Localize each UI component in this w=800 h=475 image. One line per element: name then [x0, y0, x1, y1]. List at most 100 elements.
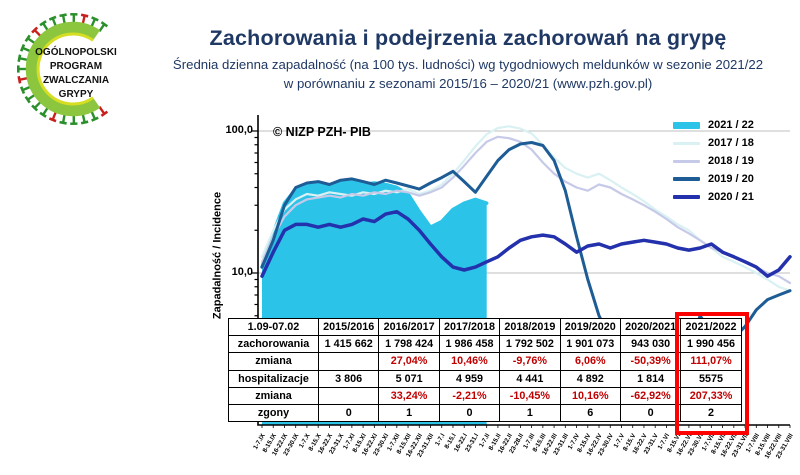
table-row-label: hospitalizacje: [228, 369, 319, 388]
page-title: Zachorowania i podejrzenia zachorowań na…: [209, 26, 727, 50]
virus-spike-icon: [17, 75, 29, 84]
virus-spike-icon: [24, 34, 36, 45]
axes: [257, 115, 790, 426]
crescent-inner-icon: [36, 32, 94, 106]
legend-item: 2018 / 19: [673, 152, 754, 170]
table-cell: 1 901 073: [559, 335, 621, 354]
virus-spike-icon: [70, 12, 78, 24]
table-cell: 1: [378, 404, 440, 423]
virus-spike-icon: [80, 113, 89, 125]
table-cell: 4 441: [499, 369, 561, 388]
table-cell: 33,24%: [378, 386, 440, 406]
table-cell: 1: [499, 404, 561, 423]
virus-spike-icon: [39, 20, 49, 32]
table-row: zmiana 33,24% -2,21% -10,45% 10,16% -62,92% 20…: [228, 386, 742, 406]
legend-swatch-icon: [673, 177, 700, 181]
y-axis-tick-label: 100,0: [225, 124, 253, 136]
y-axis-tick-label: 10,0: [231, 266, 253, 278]
table-cell: -50,39%: [619, 352, 682, 371]
table-cell: 0: [317, 404, 380, 423]
table-cell: 111,07%: [680, 352, 742, 371]
table-cell: 1 415 662: [317, 335, 380, 354]
logo-text-line: ZWALCZANIA: [43, 75, 109, 86]
subtitle-line-1: Średnia dzienna zapadalność (na 100 tys.…: [172, 57, 764, 72]
table-cell: 4 959: [438, 369, 501, 388]
legend-label: 2019 / 20: [708, 173, 754, 185]
virus-spike-icon: [59, 13, 67, 24]
season-summary-table: 1.09-07.02 2015/2016 2016/2017 2017/2018 201…: [228, 317, 742, 423]
series-line-2018/19: [260, 135, 792, 285]
table-cell: 3 806: [317, 369, 380, 388]
legend-swatch-icon: [673, 121, 700, 129]
virus-spike-icon: [17, 54, 29, 63]
legend-swatch-icon: [673, 141, 700, 145]
virus-spike-icon: [24, 93, 36, 104]
virus-spike-icon: [31, 26, 42, 38]
subtitle-line-2: w porównaniu z sezonami 2015/16 – 2020/2…: [283, 76, 653, 91]
table-row-label: zmiana: [228, 352, 319, 371]
virus-spike-icon: [70, 114, 78, 126]
table-cell: 1 986 458: [438, 335, 501, 354]
legend-item: 2019 / 20: [673, 170, 754, 188]
table-cell: -9,76%: [499, 352, 561, 371]
incidence-chart: 1-7.IX 8-15.IX 16-22.IX 23-30.IX 1-7.X 8-15.X…: [205, 100, 800, 475]
legend-item: 2017 / 18: [673, 134, 754, 152]
virus-spike-icon: [59, 114, 67, 125]
table-header-cell: 2018/2019: [499, 317, 561, 337]
table-cell: [317, 386, 380, 406]
table-cell: [317, 352, 380, 371]
season-summary-table-wrap: 1.09-07.02 2015/2016 2016/2017 2017/2018 201…: [228, 317, 742, 423]
virus-spike-icon: [90, 16, 99, 28]
legend-label: 2021 / 22: [708, 119, 754, 131]
legend-swatch-icon: [673, 159, 700, 163]
table-cell: 27,04%: [378, 352, 440, 371]
table-cell: 6,06%: [559, 352, 621, 371]
legend-label: 2020 / 21: [708, 191, 754, 203]
legend-label: 2017 / 18: [708, 137, 754, 149]
virus-spike-icon: [98, 105, 109, 117]
table-cell: -62,92%: [619, 386, 682, 406]
table-row-label: zmiana: [228, 386, 319, 406]
table-cell: 4 892: [559, 369, 621, 388]
table-cell: 943 030: [619, 335, 682, 354]
chart-legend: 2021 / 22 2017 / 18 2018 / 19 2019 / 20 2020…: [673, 116, 754, 206]
virus-spike-icon: [80, 13, 89, 25]
crescent-icon: [25, 21, 101, 117]
table-header-cell: 1.09-07.02: [228, 317, 319, 337]
table-cell: 5 071: [378, 369, 440, 388]
y-axis-title: Zapadalność / Incidence: [211, 191, 224, 320]
table-row: zachorowania 1 415 662 1 798 424 1 986 458 1…: [228, 335, 742, 354]
table-header-cell: 2015/2016: [317, 317, 380, 337]
copyright-note: © NIZP PZH- PIB: [273, 125, 371, 139]
table-cell: 6: [559, 404, 621, 423]
table-cell: -10,45%: [499, 386, 561, 406]
legend-item: 2021 / 22: [673, 116, 754, 134]
virus-spike-icon: [90, 110, 99, 122]
table-cell: 0: [438, 404, 501, 423]
virus-spikes-icon: [17, 12, 109, 126]
opzg-logo: OGÓLNOPOLSKI PROGRAM ZWALCZANIA GRYPY: [17, 12, 117, 126]
table-cell: 0: [619, 404, 682, 423]
table-cell: 1 798 424: [378, 335, 440, 354]
table-cell: 1 814: [619, 369, 682, 388]
logo-text-line: GRYPY: [59, 89, 94, 100]
table-row: zgony 0 1 0 1 6 0 2: [228, 404, 742, 423]
table-header-cell: 2019/2020: [559, 317, 621, 337]
logo-text-line: PROGRAM: [50, 61, 102, 72]
legend-label: 2018 / 19: [708, 155, 754, 167]
logo-text-line: OGÓLNOPOLSKI: [35, 45, 117, 58]
table-row-label: zachorowania: [228, 335, 319, 354]
virus-spike-icon: [48, 15, 58, 27]
virus-spike-icon: [17, 65, 27, 73]
table-cell: 1 792 502: [499, 335, 561, 354]
table-row: hospitalizacje 3 806 5 071 4 959 4 441 4 892 1…: [228, 369, 742, 388]
table-cell: -2,21%: [438, 386, 501, 406]
legend-swatch-icon: [673, 195, 700, 199]
virus-spike-icon: [48, 111, 58, 123]
table-cell: 2: [680, 404, 742, 423]
table-cell: 10,46%: [438, 352, 501, 371]
virus-spike-icon: [39, 106, 49, 118]
table-cell: 1 990 456: [680, 335, 742, 354]
table-row-label: zgony: [228, 404, 319, 423]
virus-spike-icon: [98, 21, 109, 33]
